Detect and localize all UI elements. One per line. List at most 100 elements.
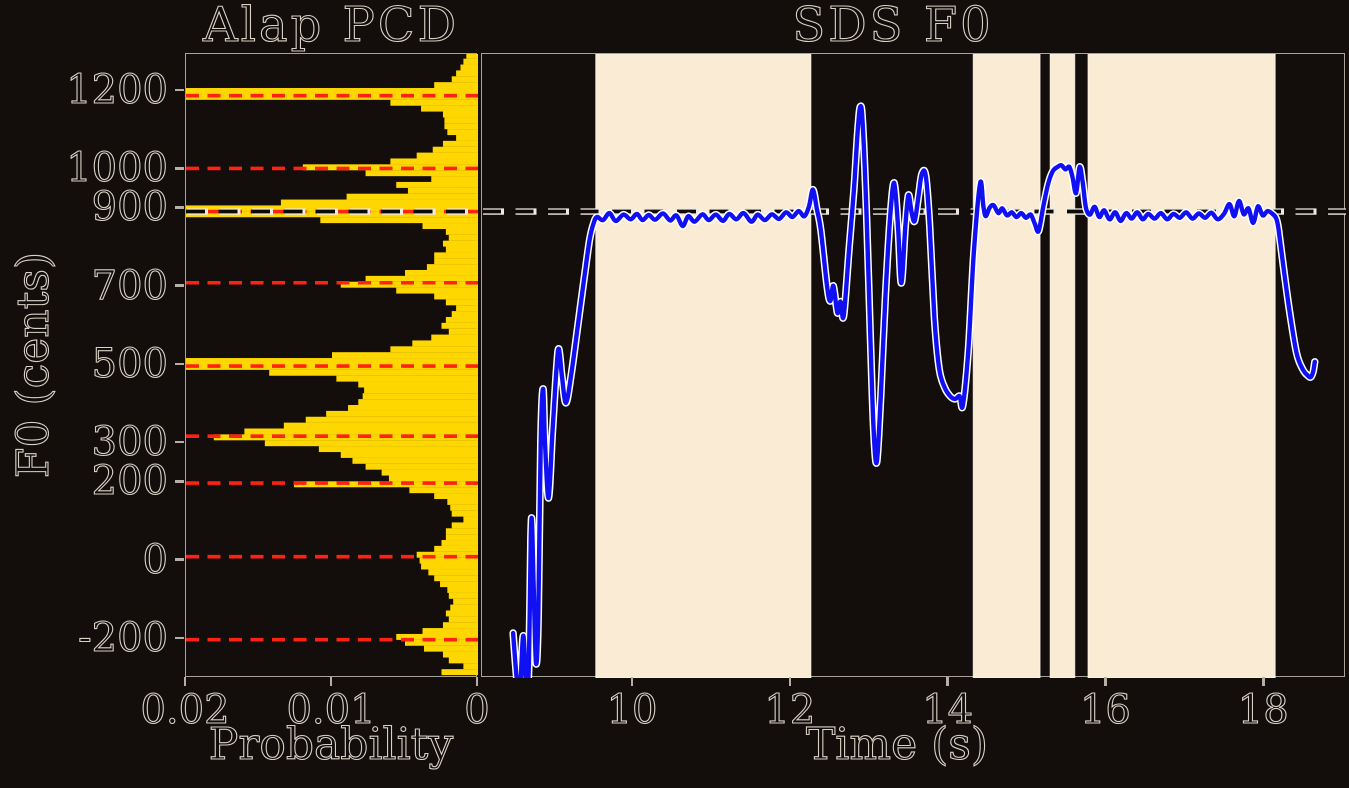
histogram-bar <box>442 240 478 247</box>
histogram-bar <box>346 193 478 200</box>
y-tick-mark <box>175 440 184 444</box>
histogram-bar <box>434 575 478 582</box>
histogram-bar <box>305 416 478 423</box>
histogram-bar <box>422 628 478 635</box>
histogram-bar <box>434 493 478 500</box>
y-tick-mark <box>175 166 184 170</box>
histogram-bar <box>451 510 478 517</box>
histogram-bar <box>463 58 478 65</box>
histogram-bar <box>450 604 478 611</box>
highlight-band <box>1087 54 1276 678</box>
histogram-bar <box>396 633 478 640</box>
histogram-bar <box>450 504 478 511</box>
histogram-bar <box>448 592 478 599</box>
histogram-bar <box>365 275 478 282</box>
histogram-bar <box>422 223 478 229</box>
histogram-bar <box>447 586 478 593</box>
x-tick-mark <box>183 677 187 686</box>
highlight-band <box>1049 54 1076 678</box>
y-tick-label: 0 <box>142 536 169 583</box>
histogram-bar <box>431 176 478 183</box>
histogram-bar <box>442 651 478 658</box>
histogram-bar <box>186 88 478 94</box>
histogram-bar <box>434 252 478 259</box>
x-tick-label: 0 <box>464 687 491 733</box>
histogram-bar <box>186 93 478 100</box>
histogram-bar <box>426 264 478 271</box>
histogram-bar <box>416 152 478 159</box>
highlight-band <box>595 54 812 678</box>
histogram-bar <box>431 334 478 341</box>
histogram-bar <box>428 569 478 576</box>
histogram-bar <box>416 551 478 558</box>
y-tick-label: 1000 <box>66 145 169 192</box>
histogram-bar <box>365 463 478 470</box>
y-tick-label: 700 <box>91 262 168 309</box>
y-tick-mark <box>175 88 184 92</box>
histogram-bar <box>456 70 478 77</box>
histogram-bar <box>283 422 478 429</box>
histogram-bar <box>348 405 478 411</box>
histogram-bar <box>326 410 478 417</box>
histogram-bar <box>381 469 478 476</box>
histogram-bar <box>390 99 478 106</box>
histogram-bar <box>423 645 478 652</box>
y-tick-label: 900 <box>91 184 168 231</box>
histogram-bar <box>448 328 478 335</box>
histogram-bar <box>390 158 478 165</box>
histogram-bar <box>434 258 478 265</box>
histogram-bar <box>340 451 478 458</box>
histogram-bar <box>445 299 478 306</box>
histogram-bar <box>456 305 478 312</box>
x-tick-label: 18 <box>1237 687 1289 733</box>
histogram-bar <box>396 181 478 188</box>
histogram-bar <box>434 293 478 300</box>
histogram-bar <box>352 457 478 464</box>
x-tick-label: 0.02 <box>140 687 230 733</box>
histogram-bar <box>445 610 478 617</box>
histogram-bar <box>445 316 478 323</box>
y-tick-label: 500 <box>91 340 168 387</box>
histogram-bar <box>388 475 478 482</box>
histogram-bar <box>432 146 478 153</box>
right-panel-title: SDS F0 <box>792 0 994 53</box>
histogram-bar <box>362 393 478 400</box>
histogram-bar <box>444 117 478 124</box>
histogram-bar <box>421 105 478 112</box>
histogram-bar <box>405 269 478 276</box>
histogram-bar <box>441 669 478 676</box>
x-tick-mark <box>788 677 792 686</box>
x-tick-mark <box>1261 677 1265 686</box>
y-tick-label: -200 <box>78 614 169 661</box>
histogram-bar <box>269 369 478 376</box>
histogram-bar <box>447 498 478 505</box>
histogram-bar <box>448 234 478 241</box>
y-tick-mark <box>175 480 184 483</box>
histogram-bar <box>332 352 478 359</box>
histogram-bar <box>442 140 478 147</box>
histogram-bar <box>444 123 478 130</box>
y-tick-label: 1200 <box>66 66 169 113</box>
histogram-bar <box>448 657 478 664</box>
histogram-bar <box>421 563 478 570</box>
histogram-bar <box>186 358 478 365</box>
histogram-bar <box>412 340 478 347</box>
pcd-histogram-panel <box>185 53 478 677</box>
histogram-bar <box>441 540 478 546</box>
x-tick-label: 12 <box>764 687 816 733</box>
y-tick-mark <box>175 636 184 640</box>
histogram-bar <box>244 428 478 435</box>
y-tick-mark <box>175 206 184 209</box>
right-x-axis-label: Time (s) <box>805 719 989 770</box>
x-tick-label: 14 <box>922 687 974 733</box>
histogram-bar <box>466 54 478 59</box>
histogram-bar <box>280 199 478 206</box>
histogram-bar <box>405 639 478 646</box>
x-tick-mark <box>329 677 333 686</box>
histogram-bar <box>463 516 478 523</box>
x-tick-mark <box>1104 677 1107 686</box>
histogram-bar <box>358 399 478 406</box>
histogram-bar <box>445 228 478 235</box>
histogram-bar <box>318 446 478 453</box>
